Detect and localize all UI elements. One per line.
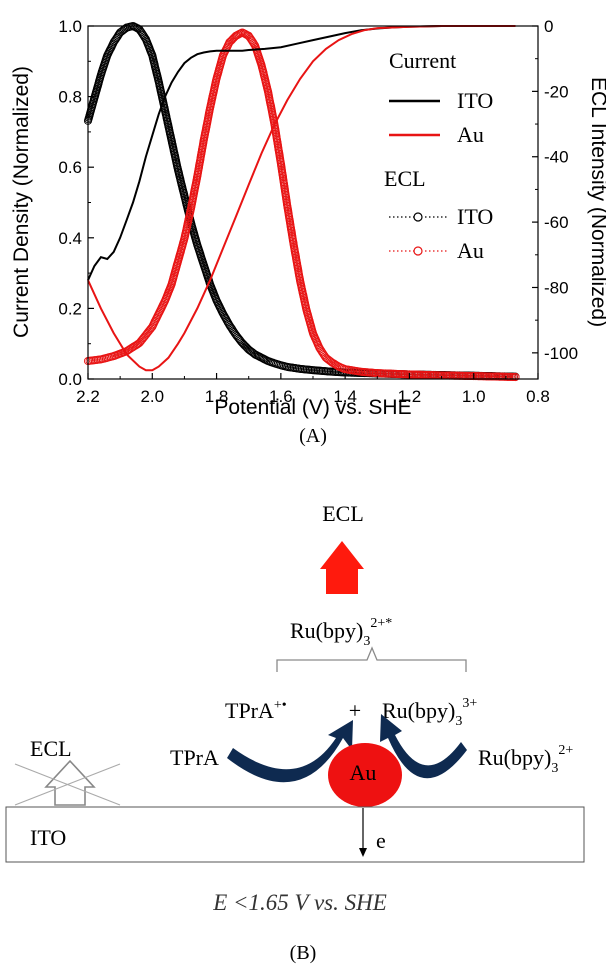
legend: Current ITO Au ECL ITO Au [384,48,493,263]
ecl-emission-label: ECL [322,501,364,526]
y-tick-label: 0.6 [58,158,82,177]
series-markers-ecl-au [83,28,520,382]
x-axis-label: Potential (V) vs. SHE [214,396,411,419]
y-tick-label: 0.0 [58,370,82,389]
y-axis-right-label: ECL Intensity (Normalized) [587,77,606,327]
au-nanoparticle [328,743,402,807]
y-right-tick-label: 0 [544,17,553,36]
ecl-emission-arrow [320,541,364,594]
tpra-radical-label: TPrA+• [225,698,287,723]
y-axis-left-label: Current Density (Normalized) [10,66,33,338]
y-right-tick-label: -20 [544,82,569,101]
legend-current-title: Current [389,48,456,73]
y-tick-label: 1.0 [58,17,82,36]
ru3-label: Ru(bpy)33+ [382,696,477,729]
legend-ecl-au-marker [413,246,423,256]
x-tick-label: 1.6 [269,387,293,406]
x-tick-label: 1.8 [205,387,229,406]
ecl-point [226,322,235,331]
au-label: Au [350,760,377,785]
ecl-point [244,31,253,40]
y-tick-label: 0.2 [58,299,82,318]
ru2-label: Ru(bpy)32+ [478,743,573,776]
potential-condition: E <1.65 V vs. SHE [212,890,387,915]
ecl-point [136,26,145,35]
cross-line-2 [14,763,121,806]
y-axis-right-ticks: 0 -20 -40 -60 -80 -100 [532,17,578,363]
ecl-point [511,372,520,382]
plot-lines [83,21,520,382]
y-tick-label: 0.8 [58,88,82,107]
reaction-bracket [276,646,467,672]
y-right-tick-label: -40 [544,148,569,167]
legend-ecl-title: ECL [384,166,426,191]
x-tick-label: 1.0 [462,387,486,406]
ru-excited-label: Ru(bpy)32+* [290,616,392,649]
legend-current-ito-label: ITO [457,88,493,113]
ito-electrode [5,806,585,863]
oxidation-arrow-right [380,714,467,779]
legend-ecl-ito-marker [413,212,423,222]
x-tick-label: 1.2 [398,387,422,406]
electron-label: e [376,828,386,853]
x-axis-ticks: 2.2 2.0 1.8 1.6 1.4 1.2 1.0 0.8 [76,373,550,406]
y-axis-left-ticks: 0.0 0.2 0.4 0.6 0.8 1.0 [58,17,94,389]
legend-ecl-ito-label: ITO [457,204,493,229]
electron-arrow-head [359,848,367,857]
ecl-point [245,33,254,42]
series-line-current-au [87,25,516,372]
y-right-tick-label: -60 [544,213,569,232]
ecl-point [109,38,118,47]
y-tick-label: 0.4 [58,229,82,248]
ecl-point [229,328,239,337]
x-tick-label: 2.0 [140,387,164,406]
legend-ecl-au-label: Au [457,238,484,263]
tpra-label: TPrA [170,745,219,770]
x-tick-label: 2.2 [76,387,100,406]
x-tick-label: 0.8 [526,387,550,406]
ecl-point [225,321,234,330]
ecl-point [110,36,119,45]
oxidation-arrow-left [227,720,353,783]
ecl-point [230,329,239,338]
legend-current-au-label: Au [457,122,484,147]
series-line-current-ito [87,25,516,281]
mechanism-diagram: ECL Ru(bpy)32+* TPrA+• + Ru(bpy)33+ TPrA… [5,501,585,964]
ito-label: ITO [30,825,66,850]
y-right-tick-label: -80 [544,278,569,297]
x-tick-label: 1.4 [333,387,357,406]
y-right-tick-label: -100 [544,344,578,363]
caption-b: (B) [290,942,317,964]
caption-a: (A) [299,425,327,447]
ecl-chart: 2.2 2.0 1.8 1.6 1.4 1.2 1.0 0.8 0.0 0.2 0.4 0.6 0.8… [10,17,606,447]
plus-sign: + [349,698,361,723]
blocked-ecl-label: ECL [30,736,72,761]
